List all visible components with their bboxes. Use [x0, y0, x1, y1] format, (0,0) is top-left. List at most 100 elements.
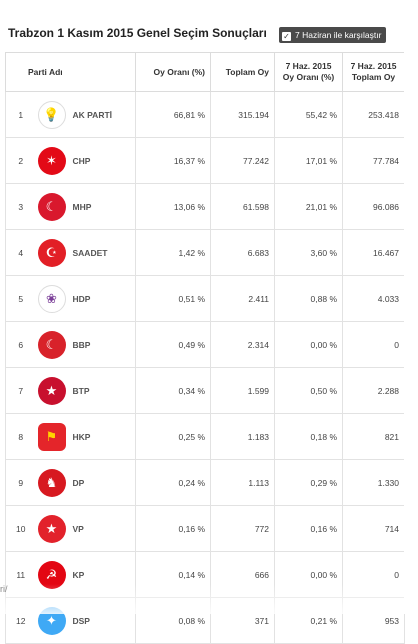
june-share-cell: 21,01 %: [274, 183, 344, 230]
party-name: BTP: [72, 385, 90, 396]
party-cell[interactable]: ☾ MHP: [35, 183, 137, 230]
june-share-cell: 55,42 %: [274, 91, 344, 138]
june-total-cell: 253.418: [342, 91, 406, 138]
party-cell[interactable]: ★ BTP: [35, 367, 137, 414]
btp-logo-icon: ★: [37, 376, 66, 405]
table-row: 3 ☾ MHP 13,06 % 61.598 21,01 % 96.086: [5, 183, 406, 230]
checkbox-checked-icon[interactable]: ✓: [282, 32, 291, 41]
total-votes-cell: 315.194: [210, 91, 276, 138]
dp-logo-icon: ♞: [37, 468, 66, 497]
vote-share-cell: 0,49 %: [135, 321, 212, 368]
column-header-vote-share[interactable]: Oy Oranı (%): [135, 52, 212, 92]
party-cell[interactable]: ♞ DP: [35, 459, 137, 506]
june-share-line1: 7 Haz. 2015: [285, 61, 332, 71]
party-cell[interactable]: ⚑ HKP: [35, 413, 137, 460]
vote-share-cell: 0,34 %: [135, 367, 212, 414]
compare-june-toggle[interactable]: ✓ 7 Haziran ile karşılaştır: [279, 27, 387, 43]
side-hint: ri/: [0, 584, 8, 594]
party-cell[interactable]: ☾ BBP: [35, 321, 137, 368]
vote-share-cell: 16,37 %: [135, 137, 212, 184]
june-total-line1: 7 Haz. 2015: [350, 61, 397, 71]
total-votes-cell: 772: [210, 505, 276, 552]
party-name: VP: [72, 523, 84, 534]
party-name: DP: [72, 477, 85, 488]
kp-logo-icon: ☭: [37, 560, 66, 589]
june-share-cell: 0,50 %: [274, 367, 344, 414]
party-cell[interactable]: ☪ SAADET: [35, 229, 137, 276]
rank-cell: 6: [5, 321, 36, 368]
total-votes-cell: 1.599: [210, 367, 276, 414]
vp-logo-icon: ★: [37, 514, 66, 543]
table-row: 8 ⚑ HKP 0,25 % 1.183 0,18 % 821: [5, 413, 406, 460]
june-share-cell: 3,60 %: [274, 229, 344, 276]
rank-cell: 9: [5, 459, 36, 506]
vote-share-cell: 1,42 %: [135, 229, 212, 276]
vote-share-cell: 0,25 %: [135, 413, 212, 460]
table-row: 7 ★ BTP 0,34 % 1.599 0,50 % 2.288: [5, 367, 406, 414]
rank-cell: 10: [5, 505, 36, 552]
june-total-cell: 1.330: [342, 459, 406, 506]
total-votes-cell: 2.314: [210, 321, 276, 368]
rank-cell: 1: [5, 91, 36, 138]
june-share-cell: 17,01 %: [274, 137, 344, 184]
saadet-logo-icon: ☪: [37, 238, 66, 267]
party-name: KP: [72, 569, 85, 580]
chp-logo-icon: ✶: [37, 146, 66, 175]
table-row: 10 ★ VP 0,16 % 772 0,16 % 714: [5, 505, 406, 552]
column-header-party[interactable]: Parti Adı: [4, 52, 137, 92]
total-votes-cell: 77.242: [210, 137, 276, 184]
party-name: HDP: [72, 293, 91, 304]
column-header-total-votes[interactable]: Toplam Oy: [210, 52, 276, 92]
ak-parti-logo-icon: 💡: [37, 100, 66, 129]
party-name: BBP: [72, 339, 91, 350]
page-title: Trabzon 1 Kasım 2015 Genel Seçim Sonuçla…: [8, 26, 267, 40]
table-row: 2 ✶ CHP 16,37 % 77.242 17,01 % 77.784: [5, 137, 406, 184]
total-votes-cell: 6.683: [210, 229, 276, 276]
june-total-cell: 4.033: [342, 275, 406, 322]
rank-cell: 4: [5, 229, 36, 276]
right-edge: [404, 52, 418, 614]
rank-cell: 5: [5, 275, 36, 322]
june-total-cell: 821: [342, 413, 406, 460]
june-total-cell: 16.467: [342, 229, 406, 276]
total-votes-cell: 1.113: [210, 459, 276, 506]
bottom-fade: [0, 584, 418, 614]
party-cell[interactable]: ❀ HDP: [35, 275, 137, 322]
party-cell[interactable]: 💡 AK PARTİ: [35, 91, 137, 138]
column-header-june-total[interactable]: 7 Haz. 2015 Toplam Oy: [342, 52, 406, 92]
column-header-june-share[interactable]: 7 Haz. 2015 Oy Oranı (%): [274, 52, 344, 92]
june-share-line2: Oy Oranı (%): [282, 72, 335, 82]
party-cell[interactable]: ★ VP: [35, 505, 137, 552]
party-name: MHP: [72, 201, 92, 212]
table-row: 4 ☪ SAADET 1,42 % 6.683 3,60 % 16.467: [5, 229, 406, 276]
june-total-cell: 714: [342, 505, 406, 552]
compare-label: 7 Haziran ile karşılaştır: [295, 30, 382, 40]
june-share-cell: 0,00 %: [274, 321, 344, 368]
table-row: 9 ♞ DP 0,24 % 1.113 0,29 % 1.330: [5, 459, 406, 506]
june-total-cell: 77.784: [342, 137, 406, 184]
vote-share-cell: 13,06 %: [135, 183, 212, 230]
june-share-cell: 0,16 %: [274, 505, 344, 552]
hkp-logo-icon: ⚑: [37, 422, 66, 451]
total-votes-cell: 2.411: [210, 275, 276, 322]
vote-share-cell: 66,81 %: [135, 91, 212, 138]
mhp-logo-icon: ☾: [37, 192, 66, 221]
june-total-cell: 2.288: [342, 367, 406, 414]
june-total-cell: 0: [342, 321, 406, 368]
party-name: SAADET: [72, 247, 108, 258]
party-cell[interactable]: ✶ CHP: [35, 137, 137, 184]
june-total-cell: 96.086: [342, 183, 406, 230]
party-name: AK PARTİ: [72, 109, 113, 120]
total-votes-cell: 1.183: [210, 413, 276, 460]
june-share-cell: 0,18 %: [274, 413, 344, 460]
party-name: DSP: [72, 615, 90, 626]
results-table: Parti Adı Oy Oranı (%) Toplam Oy 7 Haz. …: [4, 52, 406, 644]
vote-share-cell: 0,24 %: [135, 459, 212, 506]
june-total-line2: Toplam Oy: [351, 72, 396, 82]
rank-cell: 7: [5, 367, 36, 414]
rank-cell: 2: [5, 137, 36, 184]
rank-cell: 3: [5, 183, 36, 230]
page-header: Trabzon 1 Kasım 2015 Genel Seçim Sonuçla…: [0, 0, 418, 52]
bbp-logo-icon: ☾: [37, 330, 66, 359]
june-share-cell: 0,29 %: [274, 459, 344, 506]
